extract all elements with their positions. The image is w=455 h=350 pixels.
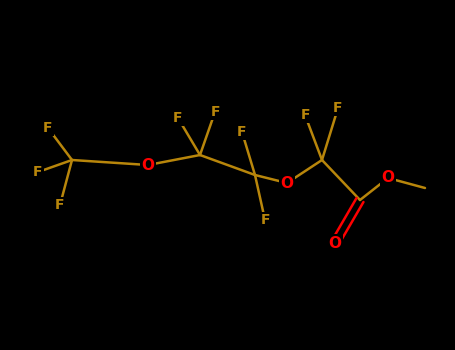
- Text: O: O: [381, 170, 394, 186]
- Text: O: O: [142, 158, 155, 173]
- Text: F: F: [237, 125, 247, 139]
- Text: F: F: [55, 198, 65, 212]
- Text: O: O: [329, 236, 342, 251]
- Text: F: F: [173, 111, 183, 125]
- Text: O: O: [280, 175, 293, 190]
- Text: F: F: [43, 121, 53, 135]
- Text: F: F: [333, 101, 343, 115]
- Text: F: F: [260, 213, 270, 227]
- Text: F: F: [300, 108, 310, 122]
- Text: F: F: [33, 165, 43, 179]
- Text: F: F: [210, 105, 220, 119]
